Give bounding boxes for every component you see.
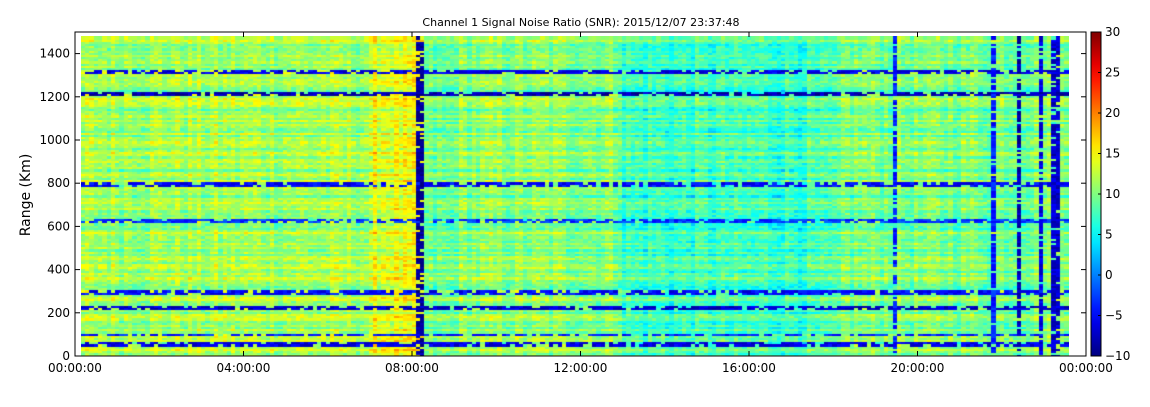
y-tick-label: 600 — [47, 219, 70, 233]
x-tick-label: 00:00:00 — [48, 361, 102, 375]
x-axis-ticks: 00:00:00 04:00:00 08:00:00 12:00:00 16:00:00… — [48, 32, 1113, 375]
y-axis-label: Range (Km) — [18, 154, 34, 237]
y-axis-ticks: 0 200 400 600 800 1000 1200 1400 — [39, 47, 1086, 363]
y-tick-label: 400 — [47, 263, 70, 277]
y-tick-label: 1400 — [39, 47, 70, 61]
x-tick-label: 08:00:00 — [385, 361, 439, 375]
heatmap-image — [81, 36, 1069, 356]
y-tick-label: 1000 — [39, 133, 70, 147]
x-tick-label: 00:00:00 — [1059, 361, 1113, 375]
y-tick-label: 800 — [47, 176, 70, 190]
colorbar-tick-label: 0 — [1105, 268, 1113, 282]
x-tick-label: 20:00:00 — [891, 361, 945, 375]
colorbar-tick-label: 10 — [1105, 187, 1120, 201]
colorbar-tick-label: 30 — [1105, 25, 1120, 39]
colorbar-tick-label: −10 — [1105, 349, 1130, 363]
y-tick-label: 1200 — [39, 90, 70, 104]
x-tick-label: 12:00:00 — [554, 361, 608, 375]
heatmap-cells — [81, 36, 1069, 356]
colorbar-tick-label: 5 — [1105, 228, 1113, 242]
chart-title: Channel 1 Signal Noise Ratio (SNR): 2015… — [422, 16, 739, 29]
x-tick-label: 16:00:00 — [722, 361, 776, 375]
colorbar-tick-label: 25 — [1105, 66, 1120, 80]
y-tick-label: 0 — [62, 349, 70, 363]
colorbar-tick-label: 20 — [1105, 106, 1120, 120]
y-tick-label: 200 — [47, 306, 70, 320]
colorbar: −10 −5 0 5 10 15 20 25 30 — [1090, 25, 1130, 363]
colorbar-tick-label: 15 — [1105, 147, 1120, 161]
x-tick-label: 04:00:00 — [217, 361, 271, 375]
colorbar-tick-label: −5 — [1105, 309, 1123, 323]
